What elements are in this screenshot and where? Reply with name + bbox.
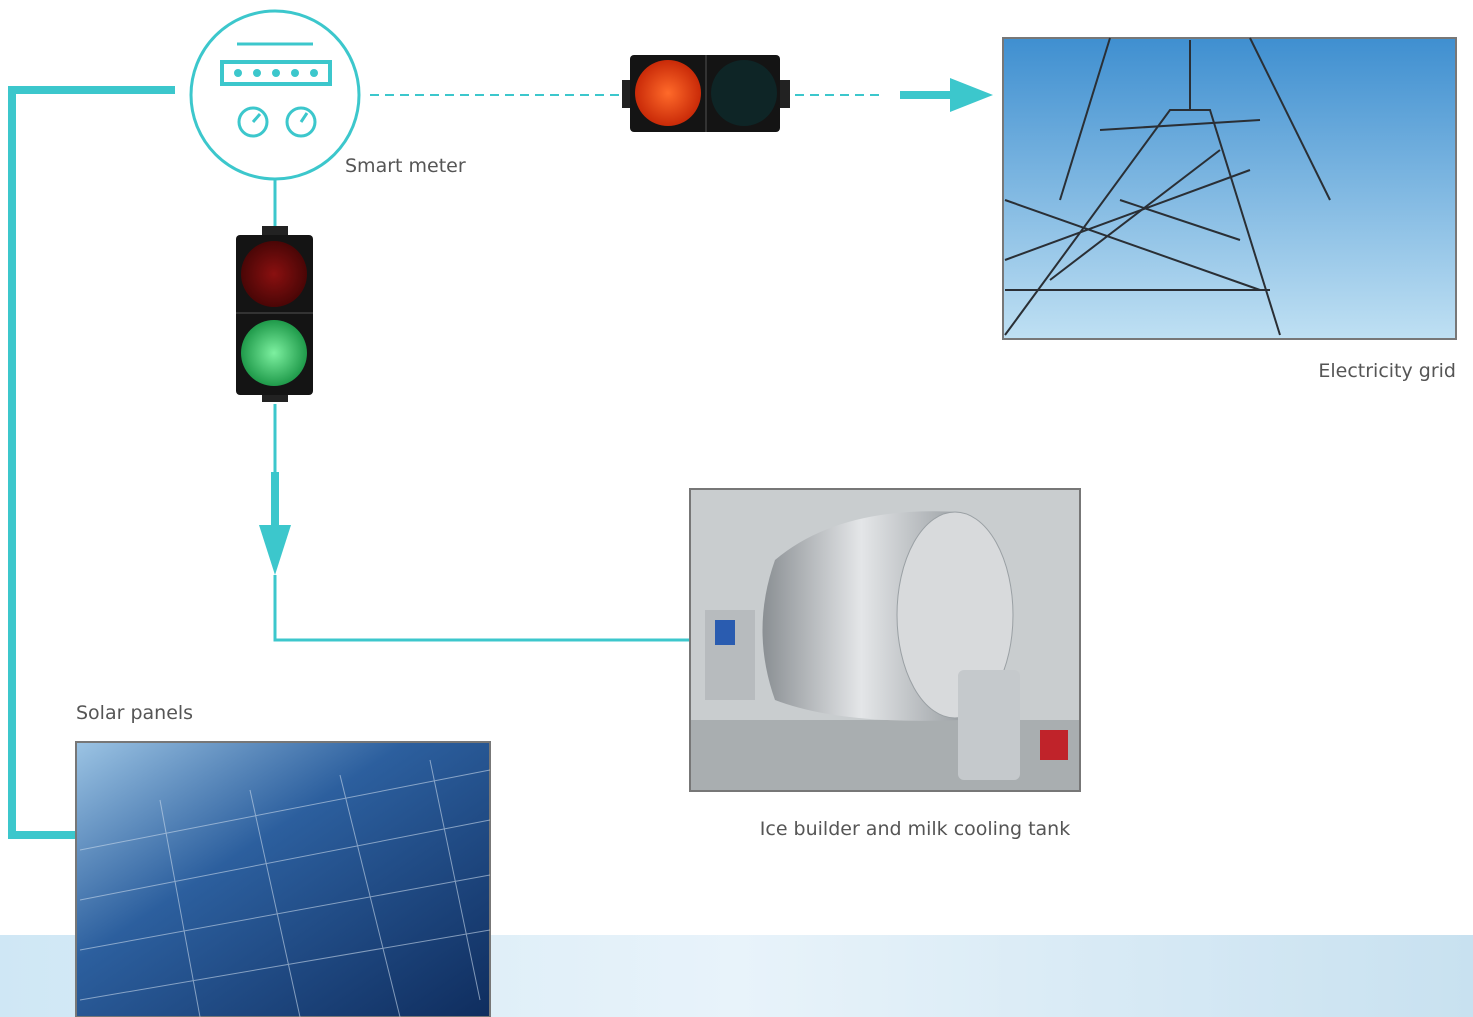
smart-meter-icon — [191, 11, 359, 179]
connector — [275, 575, 690, 640]
grid-photo — [1003, 38, 1456, 339]
label: Smart meter — [345, 155, 466, 177]
traffic-light — [236, 226, 313, 402]
diagram: Smart meter — [0, 0, 1473, 1017]
arrow-head — [259, 525, 291, 575]
label: Solar panels — [76, 702, 193, 724]
traffic-light — [622, 55, 790, 132]
arrow-head — [950, 78, 993, 112]
label: Ice builder and milk cooling tank — [760, 818, 1070, 840]
solar-photo — [76, 742, 490, 1017]
page: Smart meter — [0, 0, 1473, 1017]
tank-photo — [690, 489, 1080, 791]
label: Electricity grid — [1318, 360, 1456, 382]
